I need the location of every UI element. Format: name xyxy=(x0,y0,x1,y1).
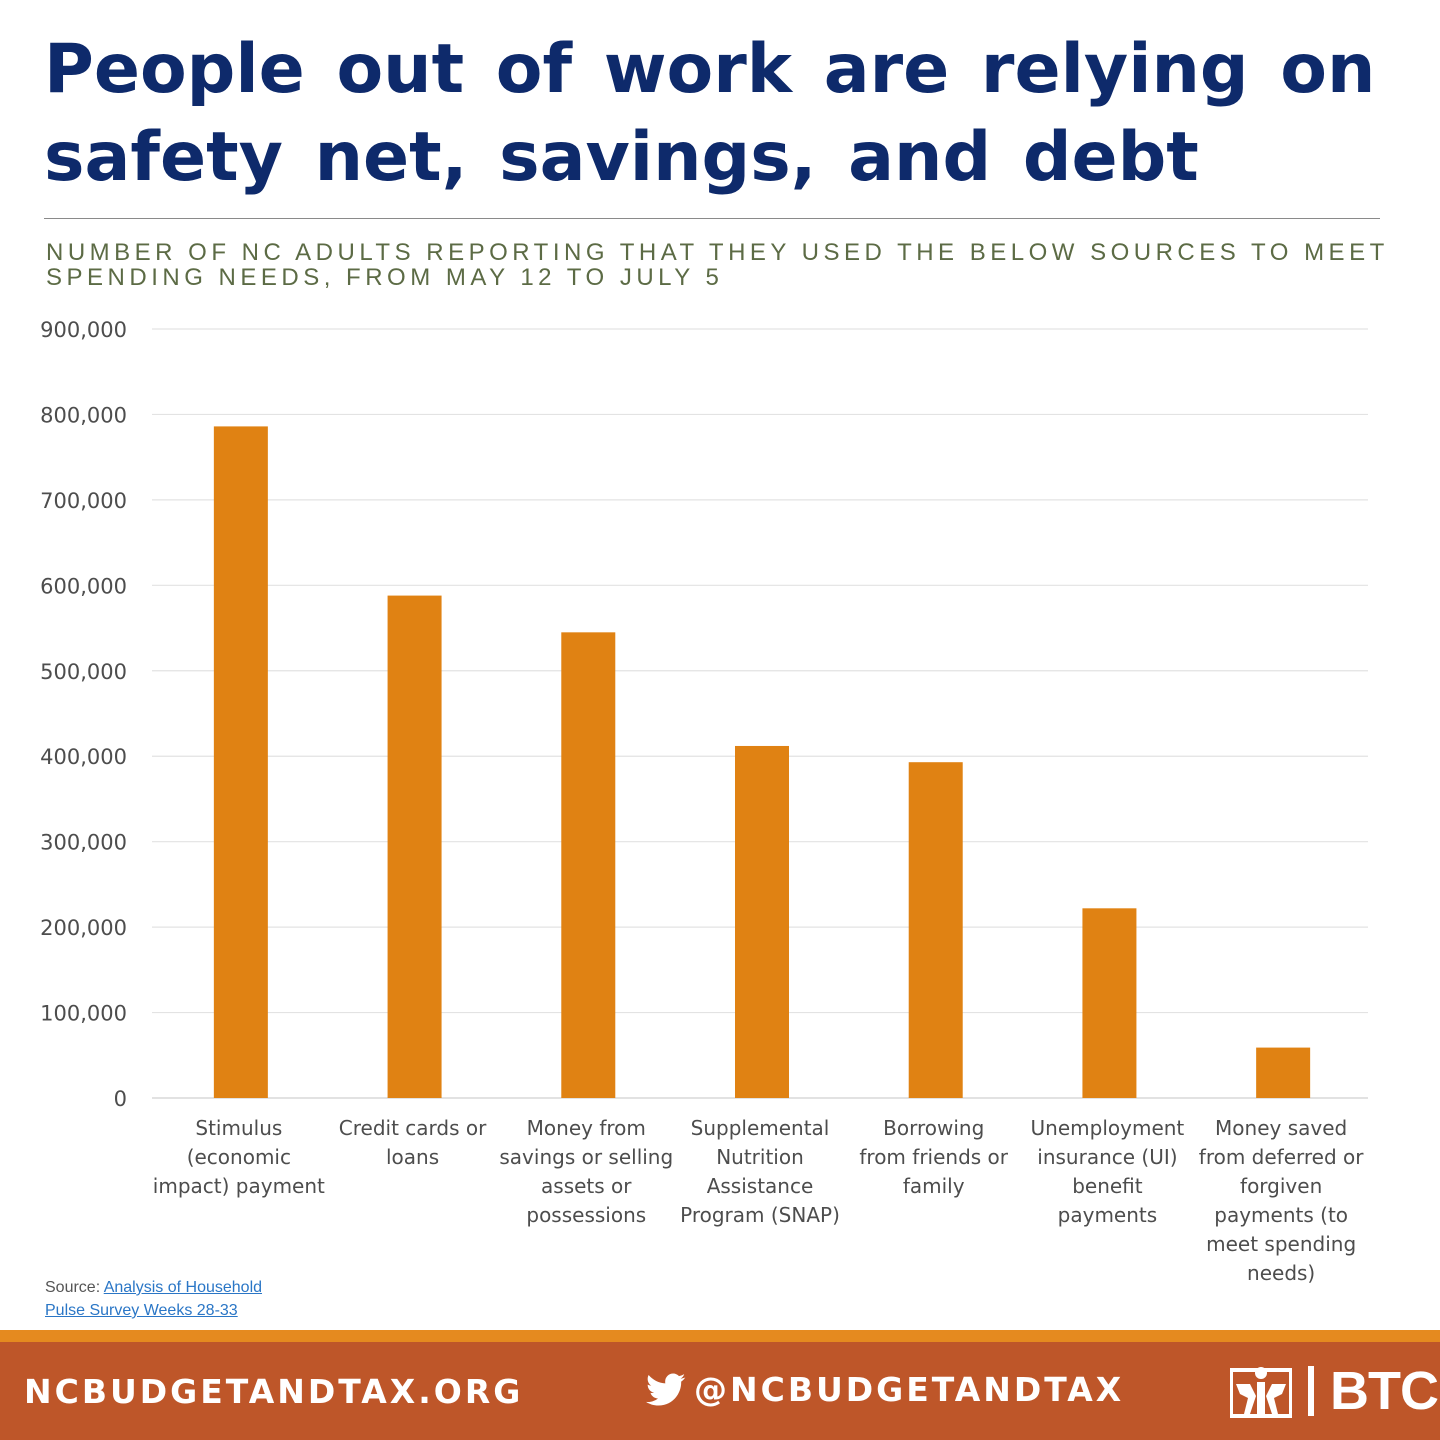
x-category-label-line: from deferred or xyxy=(1198,1145,1364,1169)
footer-logo: BTC xyxy=(1230,1361,1439,1421)
bar xyxy=(213,426,268,1098)
x-category-label-line: possessions xyxy=(526,1203,647,1227)
footer-twitter-handle: @NCBUDGETANDTAX xyxy=(694,1370,1125,1409)
y-tick-label: 600,000 xyxy=(40,574,127,598)
x-category-label-line: savings or selling xyxy=(499,1145,674,1169)
bar xyxy=(1256,1047,1311,1098)
x-category-label-line: impact) payment xyxy=(152,1174,325,1198)
x-category-label-line: forgiven xyxy=(1240,1174,1323,1198)
y-tick-label: 500,000 xyxy=(40,660,127,684)
y-tick-label: 800,000 xyxy=(40,403,127,427)
x-category-label-line: Program (SNAP) xyxy=(680,1203,840,1227)
footer-twitter[interactable]: @NCBUDGETANDTAX xyxy=(646,1370,1124,1409)
x-category-label-line: payments (to xyxy=(1214,1203,1349,1227)
x-category-label-line: insurance (UI) xyxy=(1037,1145,1178,1169)
y-tick-label: 200,000 xyxy=(40,916,127,940)
source-link[interactable]: Analysis of Household Pulse Survey Weeks… xyxy=(45,1279,263,1319)
footer-website[interactable]: NCBUDGETANDTAX.ORG xyxy=(24,1372,524,1411)
x-category-label-line: Nutrition xyxy=(716,1145,804,1169)
bar xyxy=(561,632,616,1098)
x-category-label-line: Unemployment xyxy=(1030,1116,1185,1140)
x-category-label-line: Borrowing xyxy=(883,1116,985,1140)
x-category-label: Stimulus (economic impact) payment xyxy=(151,1114,327,1201)
x-category-label-line: Stimulus xyxy=(195,1116,283,1140)
source-prefix: Source: xyxy=(45,1279,104,1296)
twitter-bird-icon xyxy=(646,1373,686,1405)
x-category-label-line: from friends or xyxy=(859,1145,1009,1169)
bar xyxy=(908,762,963,1098)
x-category-label-line: Credit cards or xyxy=(338,1116,487,1140)
bar-chart: 0 100,000 200,000 300,000 400,000 500,000 600,… xyxy=(40,318,1368,1110)
y-tick-label: 100,000 xyxy=(40,1002,127,1026)
chart-subtitle: NUMBER OF NC ADULTS REPORTING THAT THEY … xyxy=(46,239,1389,291)
x-category-label-line: assets or xyxy=(541,1174,632,1198)
footer-bar: NCBUDGETANDTAX.ORG @NCBUDGETANDTAX BTC xyxy=(0,1342,1440,1440)
logo-text: BTC xyxy=(1330,1361,1439,1421)
y-tick-label: 900,000 xyxy=(40,318,127,342)
btc-figures-logo-icon xyxy=(1230,1367,1292,1418)
logo-divider xyxy=(1308,1366,1314,1416)
x-category-label-line: Money saved xyxy=(1215,1116,1348,1140)
x-category-label-line: family xyxy=(902,1174,965,1198)
x-category-label: Unemployment insurance (UI) benefit payment… xyxy=(1019,1114,1195,1230)
x-category-label-line: benefit xyxy=(1072,1174,1143,1198)
page-title: People out of work are relying on safety… xyxy=(44,30,1376,197)
x-category-label-line: payments xyxy=(1057,1203,1158,1227)
x-category-label: Money from savings or selling assets or pos… xyxy=(498,1114,674,1230)
bar xyxy=(735,745,789,1098)
x-category-label-line: meet spending xyxy=(1206,1232,1357,1256)
x-category-label: Credit cards or loans xyxy=(325,1114,501,1172)
x-category-label: Borrowing from friends or family xyxy=(846,1114,1022,1201)
x-category-label-line: Supplemental xyxy=(690,1116,830,1140)
x-category-label: Money saved from deferred or forgiven payme… xyxy=(1193,1114,1369,1288)
x-category-label: Supplemental Nutrition Assistance Program (… xyxy=(672,1114,848,1230)
title-divider xyxy=(44,218,1380,219)
y-tick-label: 0 xyxy=(114,1087,127,1110)
source-note: Source: Analysis of Household Pulse Surv… xyxy=(45,1276,305,1322)
x-category-label-line: (economic xyxy=(186,1145,291,1169)
bar xyxy=(387,595,442,1098)
y-tick-label: 700,000 xyxy=(40,489,127,513)
y-tick-label: 400,000 xyxy=(40,745,127,769)
x-category-label-line: loans xyxy=(385,1145,440,1169)
x-category-label-line: needs) xyxy=(1247,1261,1316,1285)
footer-accent-strip xyxy=(0,1330,1440,1342)
bar xyxy=(1082,908,1137,1098)
y-tick-label: 300,000 xyxy=(40,831,127,855)
x-category-label-line: Money from xyxy=(526,1116,646,1140)
x-category-label-line: Assistance xyxy=(706,1174,814,1198)
